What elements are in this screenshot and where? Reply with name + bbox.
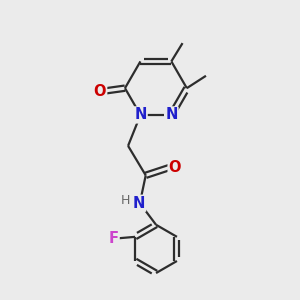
Text: N: N (133, 196, 145, 211)
Text: O: O (169, 160, 181, 175)
Text: N: N (134, 107, 147, 122)
Text: N: N (165, 107, 178, 122)
Text: O: O (94, 84, 106, 99)
Text: F: F (109, 231, 118, 246)
Text: H: H (120, 194, 130, 207)
